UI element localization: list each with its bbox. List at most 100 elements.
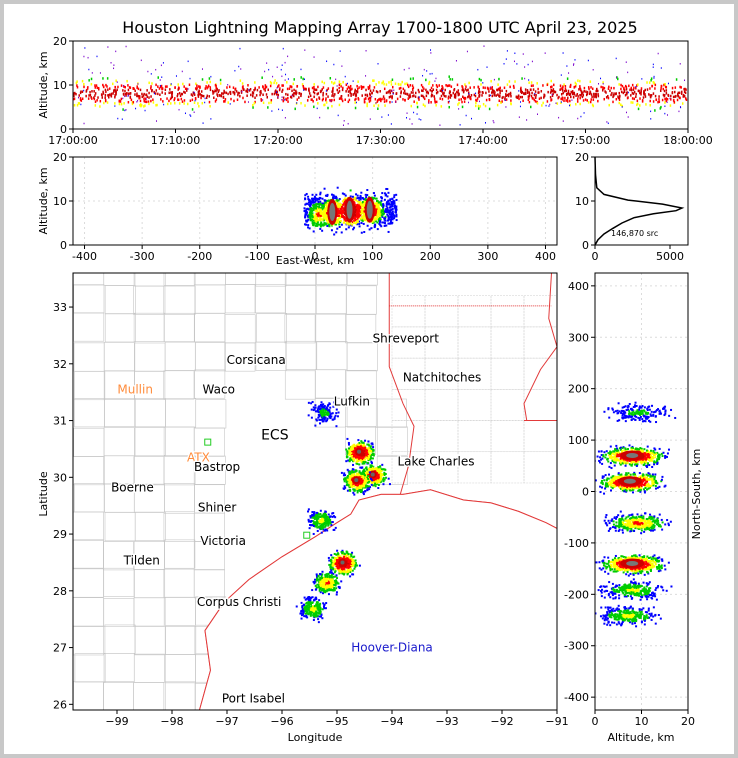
source-mark: [443, 94, 446, 98]
source-mark: [537, 91, 539, 94]
source-mark: [375, 83, 377, 86]
source-mark: [189, 114, 191, 116]
county-outline: [164, 285, 196, 315]
source-mark: [170, 91, 172, 94]
source-mark: [514, 52, 516, 55]
source-mark: [162, 62, 164, 64]
source-mark: [344, 194, 347, 197]
source-mark: [387, 215, 390, 218]
source-mark: [509, 92, 512, 96]
source-mark: [553, 83, 555, 87]
source-mark: [90, 77, 93, 81]
source-mark: [247, 84, 249, 87]
source-mark: [653, 77, 655, 79]
source-mark: [608, 85, 610, 89]
source-mark: [143, 97, 145, 100]
source-mark: [168, 99, 170, 103]
source-mark: [386, 213, 389, 216]
source-mark: [186, 87, 188, 91]
source-mark: [387, 218, 390, 221]
source-mark: [145, 100, 148, 104]
source-mark: [346, 569, 349, 572]
source-mark: [512, 84, 515, 88]
source-mark: [192, 91, 195, 94]
source-mark: [338, 103, 341, 107]
source-mark: [148, 81, 150, 85]
source-mark: [369, 477, 372, 480]
source-mark: [378, 207, 381, 210]
source-mark: [226, 86, 228, 89]
source-mark: [340, 566, 343, 569]
source-mark: [347, 553, 350, 556]
source-mark: [323, 584, 326, 587]
source-mark: [215, 89, 217, 93]
source-mark: [336, 560, 339, 563]
source-mark: [338, 572, 341, 575]
source-mark: [102, 85, 105, 89]
source-mark: [347, 100, 350, 104]
source-mark: [384, 476, 387, 479]
source-mark: [322, 592, 325, 595]
source-mark: [429, 73, 431, 75]
source-mark: [155, 83, 157, 87]
source-mark: [393, 202, 396, 205]
source-mark: [654, 83, 657, 87]
source-mark: [404, 82, 406, 86]
county-outline: [134, 273, 166, 287]
source-mark: [364, 474, 367, 477]
source-mark: [362, 198, 365, 201]
source-mark: [496, 103, 499, 107]
source-mark: [644, 95, 647, 98]
source-mark: [148, 91, 150, 95]
source-mark: [318, 214, 321, 217]
source-mark: [129, 92, 132, 95]
time-height-sources: [73, 45, 688, 126]
source-mark: [333, 195, 336, 198]
source-mark: [509, 85, 511, 89]
source-mark: [640, 87, 643, 90]
source-mark: [339, 50, 341, 52]
source-mark: [387, 230, 390, 233]
source-mark: [392, 201, 395, 204]
source-mark: [605, 96, 608, 99]
source-mark: [384, 104, 386, 107]
source-mark: [344, 486, 347, 489]
source-mark: [276, 90, 279, 94]
source-mark: [366, 189, 369, 192]
source-mark: [278, 108, 280, 111]
source-mark: [326, 224, 329, 227]
source-mark: [505, 94, 507, 97]
source-mark: [617, 95, 619, 98]
source-mark: [209, 88, 212, 92]
source-mark: [355, 97, 357, 101]
source-mark: [302, 86, 305, 90]
source-mark: [103, 101, 105, 105]
source-mark: [366, 443, 369, 446]
source-mark: [341, 209, 344, 212]
source-mark: [233, 91, 236, 95]
source-mark: [322, 206, 325, 209]
source-mark: [311, 193, 314, 196]
source-mark: [375, 481, 378, 484]
source-mark: [400, 91, 402, 95]
source-mark: [662, 93, 665, 97]
source-mark: [76, 103, 79, 107]
source-mark: [373, 104, 375, 107]
source-mark: [233, 99, 235, 103]
source-mark: [347, 226, 350, 229]
source-mark: [245, 89, 248, 93]
source-mark: [371, 220, 374, 223]
source-mark: [94, 92, 97, 95]
source-mark: [326, 205, 329, 208]
source-mark: [360, 460, 363, 463]
source-mark: [319, 200, 322, 203]
source-mark: [370, 457, 373, 460]
source-mark: [362, 447, 365, 450]
source-mark: [464, 83, 466, 86]
source-mark: [163, 103, 165, 106]
source-mark: [319, 216, 322, 219]
source-mark: [559, 84, 562, 87]
source-mark: [218, 89, 220, 92]
source-mark: [353, 443, 356, 446]
